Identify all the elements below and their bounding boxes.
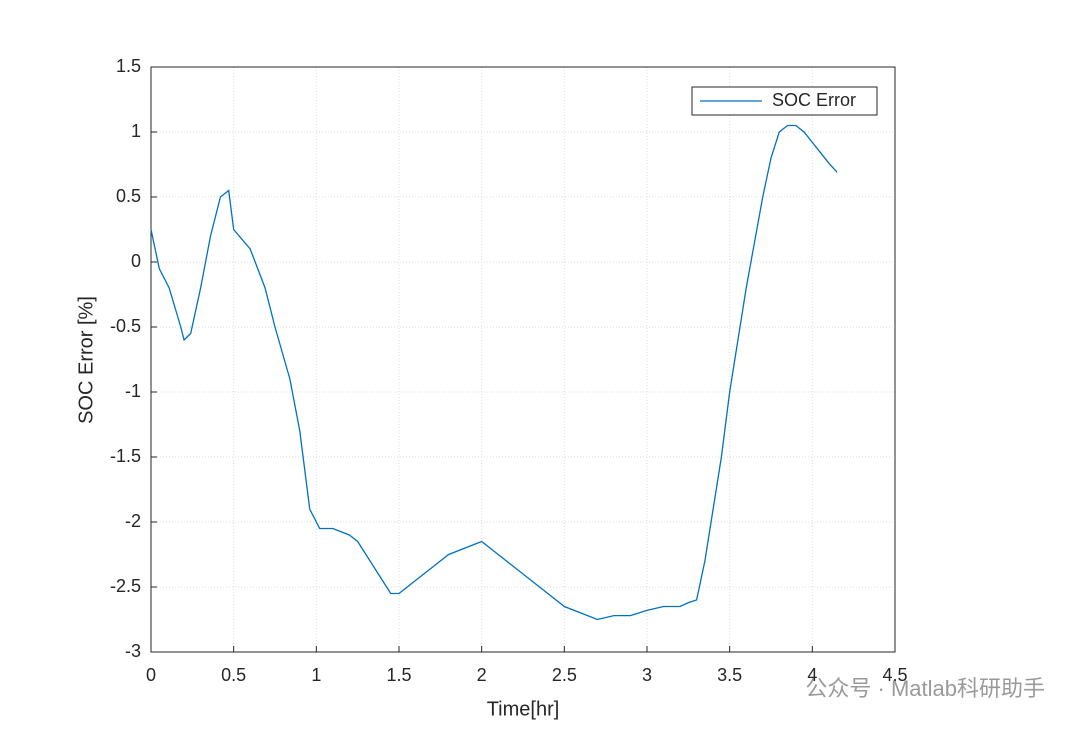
y-tick-label: 1.5 — [116, 56, 141, 76]
y-tick-label: -0.5 — [110, 316, 141, 336]
x-tick-label: 0.5 — [221, 665, 246, 685]
legend-label: SOC Error — [772, 90, 856, 110]
y-tick-label: -1 — [125, 381, 141, 401]
x-tick-label: 4 — [807, 665, 817, 685]
plot-frame — [150, 66, 896, 653]
x-tick-label: 0 — [146, 665, 156, 685]
watermark: 公众号 · Matlab科研助手 — [805, 676, 1045, 701]
line-series — [150, 124, 838, 621]
x-tick-label: 3.5 — [717, 665, 742, 685]
y-tick-label: 0.5 — [116, 186, 141, 206]
x-tick-label: 2 — [477, 665, 487, 685]
plot-area — [151, 67, 895, 652]
x-tick-label: 4.5 — [882, 665, 907, 685]
x-tick-label: 3 — [642, 665, 652, 685]
y-tick-label: 1 — [131, 121, 141, 141]
x-tick-label: 1 — [311, 665, 321, 685]
y-tick-label: -2 — [125, 511, 141, 531]
x-axis-label: Time[hr] — [487, 698, 560, 720]
y-tick-label: 0 — [131, 251, 141, 271]
y-tick-label: -1.5 — [110, 446, 141, 466]
x-tick-label: 2.5 — [552, 665, 577, 685]
y-tick-label: -3 — [125, 641, 141, 661]
legend: SOC Error — [691, 86, 878, 116]
y-axis-label: SOC Error [%] — [75, 296, 97, 424]
x-tick-label: 1.5 — [386, 665, 411, 685]
y-tick-label: -2.5 — [110, 576, 141, 596]
